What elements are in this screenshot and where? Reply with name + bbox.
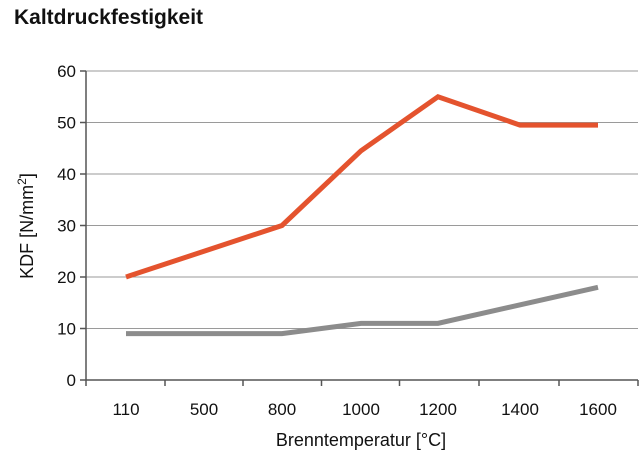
chart-title: Kaltdruckfestigkeit bbox=[14, 6, 203, 29]
series-line-1 bbox=[125, 93, 598, 280]
y-tick-label: 20 bbox=[57, 268, 76, 287]
y-axis-label-end: ] bbox=[17, 173, 37, 178]
y-axis-label-sup: 2 bbox=[15, 178, 29, 185]
x-tick-label: 1200 bbox=[419, 400, 457, 419]
x-tick-label: 800 bbox=[268, 400, 296, 419]
x-tick-label: 110 bbox=[112, 400, 139, 419]
x-axis-label: Brenntemperatur [°C] bbox=[276, 430, 446, 450]
series-line-2 bbox=[126, 284, 599, 337]
series-group bbox=[125, 93, 599, 337]
x-tick-label: 500 bbox=[190, 400, 218, 419]
x-tick-label: 1400 bbox=[501, 400, 539, 419]
x-tick-label: 1000 bbox=[342, 400, 380, 419]
y-tick-label: 0 bbox=[67, 371, 76, 390]
y-tick-label: 60 bbox=[57, 62, 76, 81]
y-axis-label-main: KDF [N/mm bbox=[17, 185, 37, 279]
x-tick-labels: 110 500 800 1000 1200 1400 1600 bbox=[112, 400, 616, 419]
y-tick-label: 40 bbox=[57, 165, 76, 184]
grid bbox=[86, 70, 638, 329]
y-axis-label: KDF [N/mm2] bbox=[15, 173, 37, 279]
y-tick-label: 10 bbox=[57, 320, 76, 339]
y-tick-label: 30 bbox=[57, 217, 76, 236]
y-tick-label: 50 bbox=[57, 114, 76, 133]
x-tick-label: 1600 bbox=[579, 400, 617, 419]
axes bbox=[80, 70, 639, 386]
y-tick-labels: 0 10 20 30 40 50 60 bbox=[57, 62, 76, 390]
